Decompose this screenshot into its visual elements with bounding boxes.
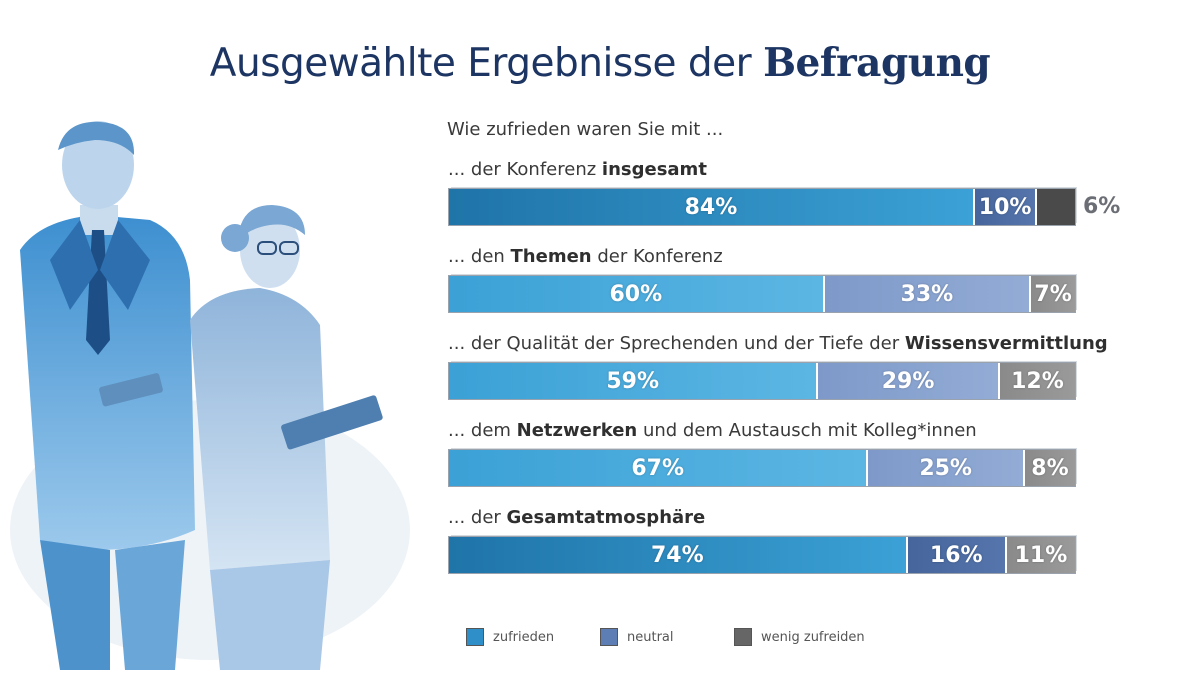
legend-item: wenig zufreiden (734, 628, 865, 646)
data-label: 29% (881, 368, 935, 394)
bar-segment-wenig-zufreiden: 11% (1006, 537, 1075, 573)
legend-item: neutral (600, 628, 674, 646)
data-label: 67% (631, 455, 685, 481)
legend-swatch (734, 628, 752, 646)
category-label-bold: Wissensvermittlung (904, 333, 1108, 354)
data-label: 11% (1014, 542, 1068, 568)
data-label-outside: 6% (1083, 194, 1121, 219)
category-label: ... dem Netzwerken und dem Austausch mit… (448, 420, 977, 441)
category-label: ... der Qualität der Sprechenden und der… (448, 333, 1108, 354)
bar-segment-wenig-zufreiden: 7% (1031, 276, 1075, 312)
category-label-text: ... der Qualität der Sprechenden und der… (448, 333, 905, 354)
category-label-text: und dem Austausch mit Kolleg*innen (637, 420, 977, 441)
legend-swatch (600, 628, 618, 646)
category-label: ... den Themen der Konferenz (448, 246, 723, 267)
data-label: 25% (919, 455, 972, 481)
data-label: 59% (606, 368, 659, 394)
woman-figure (190, 205, 383, 670)
legend-item: zufrieden (466, 628, 554, 646)
bar-segment-wenig-zufreiden (1037, 189, 1075, 225)
data-label: 7% (1034, 281, 1072, 307)
bar-segment-neutral: 33% (824, 276, 1032, 312)
category-label-text: der Konferenz (591, 246, 723, 267)
bar-segment-zufrieden: 74% (449, 537, 908, 573)
legend-swatch (466, 628, 484, 646)
category-label-bold: Gesamtatmosphäre (506, 507, 706, 528)
bar-segment-neutral: 25% (868, 450, 1025, 486)
bar-row: 74% 16% 11% (449, 537, 1075, 573)
legend-label: wenig zufreiden (761, 629, 865, 645)
bar-segment-wenig-zufreiden: 8% (1024, 450, 1075, 486)
category-label-bold: Netzwerken (516, 420, 638, 441)
data-label: 10% (978, 194, 1032, 220)
bar-row: 60% 33% 7% (449, 276, 1075, 312)
title-bold: Befragung (763, 40, 991, 86)
man-figure (20, 121, 195, 670)
data-label: 12% (1011, 368, 1064, 394)
survey-question: Wie zufrieden waren Sie mit ... (447, 119, 724, 140)
category-label: ... der Konferenz insgesamt (448, 159, 707, 180)
data-label: 33% (900, 281, 954, 307)
bar-segment-wenig-zufreiden: 12% (999, 363, 1075, 399)
bar-segment-zufrieden: 60% (449, 276, 825, 312)
bar-segment-neutral: 16% (907, 537, 1007, 573)
category-label-bold: insgesamt (601, 159, 707, 180)
category-label-text: ... dem (448, 420, 517, 441)
business-people-illustration (10, 121, 410, 670)
bar-segment-neutral: 10% (974, 189, 1038, 225)
bar-row: 59% 29% 12% (449, 363, 1075, 399)
category-label-text: ... der (448, 507, 507, 528)
title-prefix: Ausgewählte Ergebnisse der (209, 41, 752, 86)
data-label: 74% (650, 542, 704, 568)
category-label-bold: Themen (510, 246, 592, 267)
bar-row: 67% 25% 8% (449, 450, 1075, 486)
category-label: ... der Gesamtatmosphäre (448, 507, 705, 528)
bar-segment-zufrieden: 67% (449, 450, 869, 486)
category-label-text: ... den (448, 246, 511, 267)
page-title: Ausgewählte Ergebnisse der Befragung (0, 40, 1200, 86)
data-label: 8% (1031, 455, 1069, 481)
legend-label: neutral (627, 629, 674, 645)
legend-label: zufrieden (493, 629, 555, 645)
data-label: 60% (609, 281, 663, 307)
bar-segment-neutral: 29% (818, 363, 1000, 399)
bar-segment-zufrieden: 84% (449, 189, 975, 225)
bar-row: 84% 10% (449, 189, 1075, 225)
data-label: 84% (684, 194, 738, 220)
category-label-text: ... der Konferenz (448, 159, 602, 180)
bar-segment-zufrieden: 59% (449, 363, 819, 399)
data-label: 16% (929, 542, 983, 568)
